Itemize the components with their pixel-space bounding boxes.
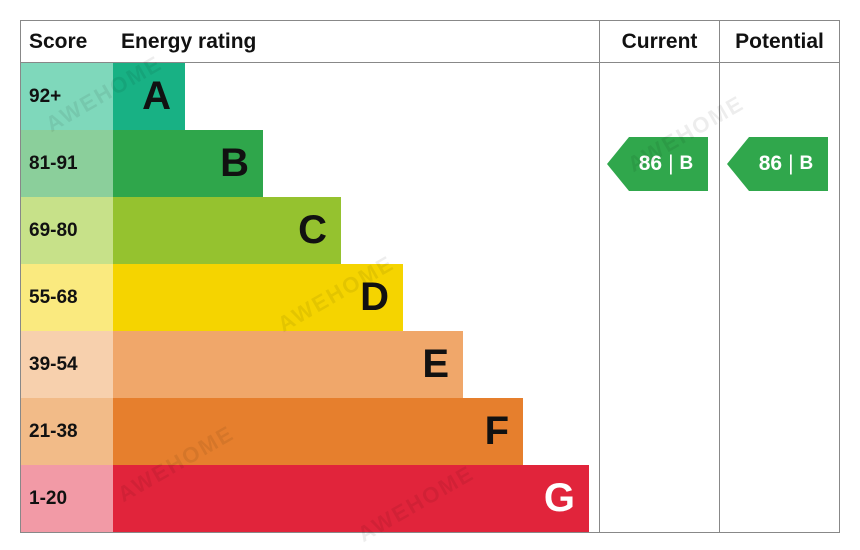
header-current: Current <box>599 21 719 62</box>
band-row: 92+A <box>21 63 839 130</box>
current-cell <box>599 63 719 130</box>
bands-container: 92+A81-91B86|B86|B69-80C55-68D39-54E21-3… <box>21 63 839 532</box>
bar-cell: C <box>113 197 599 264</box>
bar-cell: D <box>113 264 599 331</box>
rating-bar: C <box>113 197 341 264</box>
bar-cell: F <box>113 398 599 465</box>
current-score: 86 <box>639 152 662 176</box>
band-row: 21-38F <box>21 398 839 465</box>
score-cell: 1-20 <box>21 465 113 532</box>
current-cell <box>599 331 719 398</box>
band-row: 1-20G <box>21 465 839 532</box>
bar-cell: G <box>113 465 599 532</box>
potential-cell <box>719 63 839 130</box>
header-row: Score Energy rating Current Potential <box>21 21 839 63</box>
header-score: Score <box>21 21 113 62</box>
rating-bar: B <box>113 130 263 197</box>
potential-score: 86 <box>759 152 782 176</box>
band-row: 69-80C <box>21 197 839 264</box>
rating-bar: D <box>113 264 403 331</box>
current-grade: B <box>680 153 695 175</box>
rating-bar: A <box>113 63 185 130</box>
current-cell <box>599 398 719 465</box>
potential-cell: 86|B <box>719 130 839 197</box>
score-cell: 81-91 <box>21 130 113 197</box>
score-cell: 69-80 <box>21 197 113 264</box>
header-rating: Energy rating <box>113 21 599 62</box>
potential-cell <box>719 197 839 264</box>
rating-bar: G <box>113 465 589 532</box>
current-badge: 86|B <box>629 137 709 191</box>
epc-chart: Score Energy rating Current Potential 92… <box>20 20 840 533</box>
current-cell <box>599 264 719 331</box>
band-row: 81-91B86|B86|B <box>21 130 839 197</box>
potential-cell <box>719 264 839 331</box>
bar-cell: A <box>113 63 599 130</box>
current-cell <box>599 197 719 264</box>
potential-grade: B <box>800 153 815 175</box>
score-cell: 92+ <box>21 63 113 130</box>
potential-badge: 86|B <box>749 137 829 191</box>
bar-cell: B <box>113 130 599 197</box>
potential-cell <box>719 465 839 532</box>
band-row: 39-54E <box>21 331 839 398</box>
badge-separator: | <box>662 152 679 176</box>
rating-bar: E <box>113 331 463 398</box>
bar-cell: E <box>113 331 599 398</box>
potential-cell <box>719 398 839 465</box>
header-potential: Potential <box>719 21 839 62</box>
potential-cell <box>719 331 839 398</box>
current-cell: 86|B <box>599 130 719 197</box>
band-row: 55-68D <box>21 264 839 331</box>
score-cell: 21-38 <box>21 398 113 465</box>
score-cell: 39-54 <box>21 331 113 398</box>
badge-separator: | <box>782 152 799 176</box>
score-cell: 55-68 <box>21 264 113 331</box>
current-cell <box>599 465 719 532</box>
rating-bar: F <box>113 398 523 465</box>
